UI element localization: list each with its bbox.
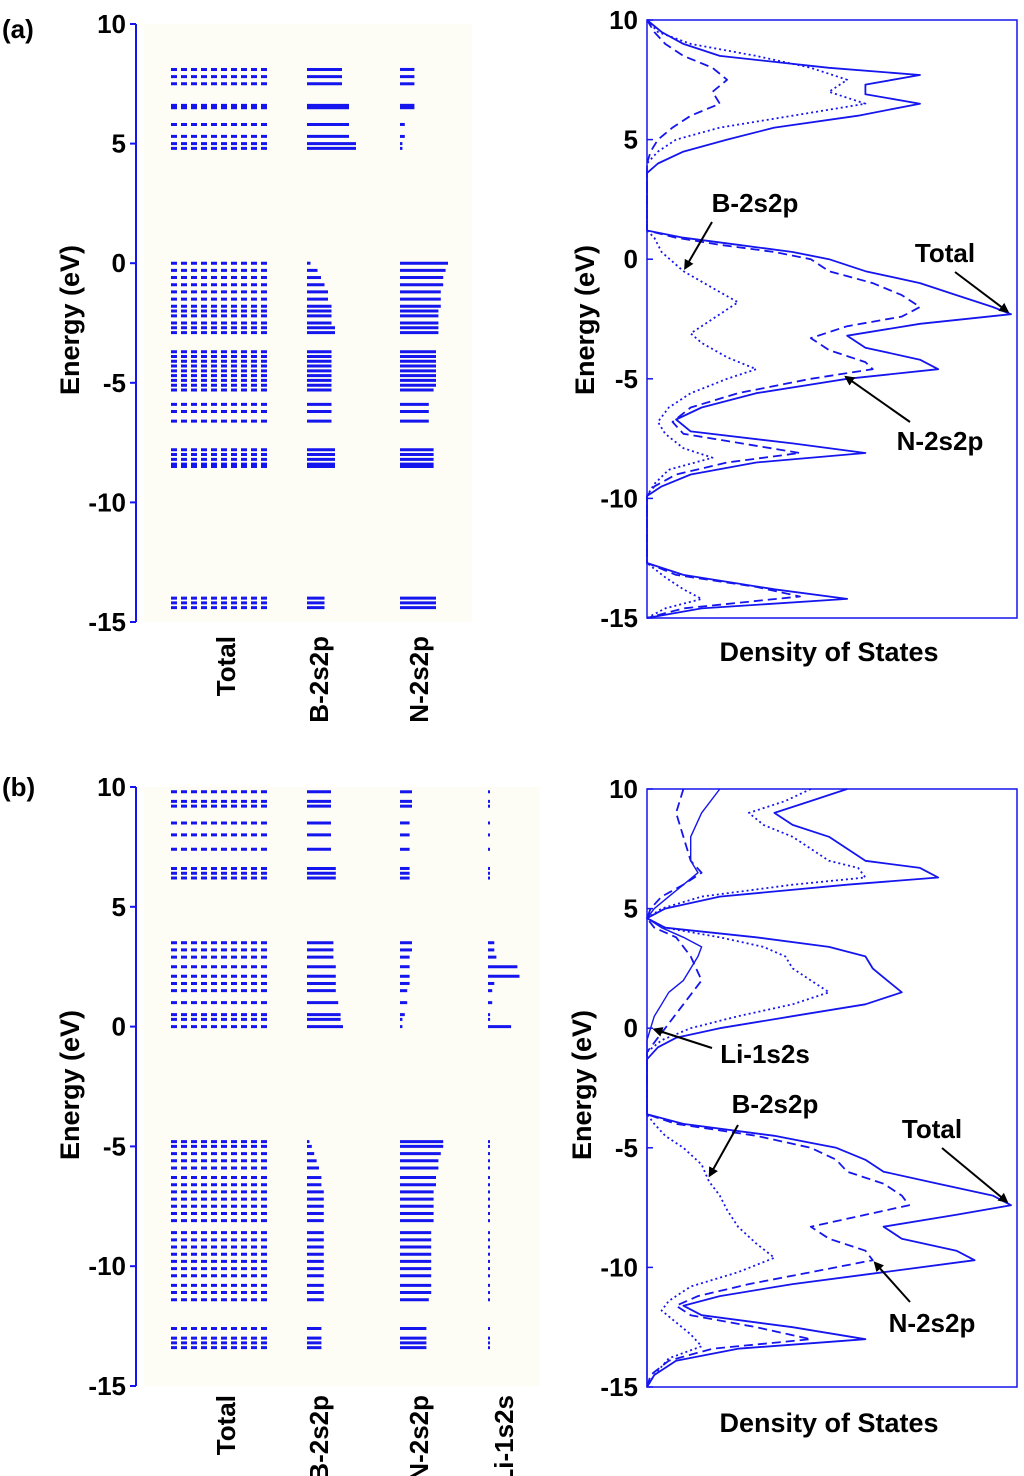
panel-a-dos-curves (646, 19, 1012, 619)
y-tick-label: -5 (615, 1133, 638, 1163)
panel-b-annot-li1s2s: Li-1s2s (720, 1039, 810, 1069)
panel-b-dos-chart: Energy (eV) Density of States 10 5 0 -5 -10 -… (567, 774, 1018, 1438)
dos-curve-N-2s2p (646, 19, 921, 619)
panel-b-col-label-total: Total (211, 1395, 241, 1455)
panel-a-ylabel: Energy (eV) (55, 245, 85, 395)
annotation-arrow (844, 375, 911, 423)
panel-b-annot-n2s2p: N-2s2p (889, 1308, 976, 1338)
panel-a-annot-total: Total (915, 238, 975, 268)
y-tick-label: 5 (624, 894, 638, 924)
y-tick-label: 5 (112, 892, 126, 922)
panel-b-dos-curves (646, 788, 1012, 1388)
y-tick-label: 5 (624, 125, 638, 155)
annotation-arrow (873, 1261, 911, 1303)
y-tick-label: -10 (600, 1252, 638, 1282)
dos-curve-Total (646, 19, 1012, 619)
y-tick-label: 0 (112, 1012, 126, 1042)
panel-b-annot-total: Total (902, 1114, 962, 1144)
panel-label-a: (a) (2, 14, 34, 44)
y-tick-label: 10 (97, 9, 126, 39)
panel-a-dos-xlabel: Density of States (719, 637, 938, 667)
y-tick-label: -10 (88, 487, 126, 517)
y-tick-label: 0 (112, 248, 126, 278)
plot-frame (646, 788, 1018, 1388)
panel-a-col-label-n2s2p: N-2s2p (404, 636, 434, 723)
panel-a-levels-group (144, 24, 472, 622)
y-tick-label: -5 (103, 1131, 126, 1161)
panel-b-dos-xlabel: Density of States (719, 1408, 938, 1438)
y-tick-label: 10 (609, 5, 638, 35)
y-tick-label: -15 (88, 1371, 126, 1401)
panel-a-col-label-total: Total (211, 636, 241, 696)
annotation-arrow (652, 1027, 713, 1049)
y-tick-label: 10 (97, 772, 126, 802)
dos-curve-B-2s2p (646, 788, 867, 1388)
panel-b-col-label-b2s2p: B-2s2p (304, 1395, 334, 1476)
y-tick-label: -5 (615, 364, 638, 394)
panel-b-left-yticks: 10 5 0 -5 -10 -15 (88, 772, 137, 1401)
y-tick-label: -10 (600, 483, 638, 513)
dos-curve-N-2s2p (646, 788, 910, 1388)
panel-a-right-yticks: 10 5 0 -5 -10 -15 (600, 5, 1018, 633)
panel-a-level-diagram: (a) Energy (eV) 10 5 0 -5 -10 -15 Total B-2s2… (2, 9, 472, 723)
panel-a-dos-chart: Energy (eV) Density of States 10 5 0 -5 -10 -… (570, 5, 1018, 667)
panel-b-col-label-li1s2s: Li-1s2s (489, 1395, 519, 1476)
y-tick-label: -15 (88, 607, 126, 637)
annotation-arrow (684, 221, 713, 270)
panel-b-ylabel: Energy (eV) (55, 1010, 85, 1160)
y-tick-label: -15 (600, 603, 638, 633)
dos-curve-B-2s2p (646, 19, 867, 619)
dos-curve-Li-1s2s (646, 788, 721, 1387)
y-tick-label: 0 (624, 1013, 638, 1043)
y-tick-label: -15 (600, 1372, 638, 1402)
levels-background (144, 787, 540, 1386)
panel-label-b: (b) (2, 772, 35, 802)
y-tick-label: -5 (103, 368, 126, 398)
panel-b-level-diagram: (b) Energy (eV) 10 5 0 -5 -10 -15 Total B-2s2… (2, 772, 540, 1476)
panel-b-dos-ylabel: Energy (eV) (567, 1010, 597, 1160)
plot-frame (646, 19, 1018, 619)
y-tick-label: 5 (112, 129, 126, 159)
y-tick-label: 10 (609, 774, 638, 804)
y-tick-label: -10 (88, 1251, 126, 1281)
panel-a-annot-b2s2p: B-2s2p (712, 188, 799, 218)
panel-a-dos-ylabel: Energy (eV) (570, 245, 600, 395)
panel-a-annot-n2s2p: N-2s2p (897, 426, 984, 456)
panel-a-col-label-b2s2p: B-2s2p (304, 636, 334, 723)
panel-b-annot-b2s2p: B-2s2p (732, 1089, 819, 1119)
panel-b-levels-group (144, 787, 540, 1386)
panel-a-left-yticks: 10 5 0 -5 -10 -15 (88, 9, 137, 637)
annotation-arrow (941, 1147, 1009, 1204)
panel-b-col-label-n2s2p: N-2s2p (404, 1395, 434, 1476)
dos-curve-Total (646, 788, 1012, 1388)
y-tick-label: 0 (624, 244, 638, 274)
annotation-arrow (708, 1124, 739, 1178)
annotation-arrow (954, 271, 1010, 313)
